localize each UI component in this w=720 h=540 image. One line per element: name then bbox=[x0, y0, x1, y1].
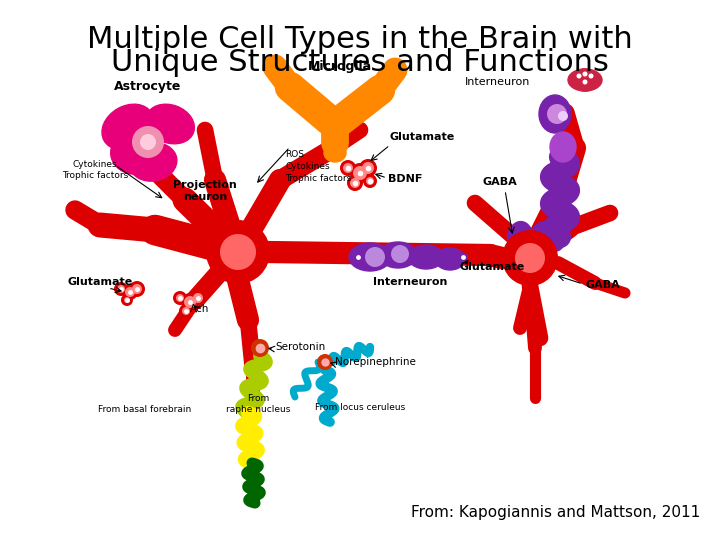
Circle shape bbox=[176, 294, 184, 302]
Circle shape bbox=[132, 284, 142, 294]
Circle shape bbox=[220, 234, 256, 270]
Text: Microglia: Microglia bbox=[308, 60, 372, 73]
Ellipse shape bbox=[349, 243, 391, 271]
Circle shape bbox=[347, 175, 363, 191]
Text: Glutamate: Glutamate bbox=[68, 277, 132, 287]
Circle shape bbox=[122, 284, 138, 300]
Text: Interneuron: Interneuron bbox=[465, 77, 531, 87]
Text: GABA: GABA bbox=[585, 280, 620, 290]
Circle shape bbox=[181, 293, 199, 311]
Circle shape bbox=[190, 290, 206, 306]
Circle shape bbox=[391, 245, 409, 263]
Text: Ach: Ach bbox=[190, 304, 210, 314]
Text: From: Kapogiannis and Mattson, 2011: From: Kapogiannis and Mattson, 2011 bbox=[410, 505, 700, 520]
Text: Norepinephrine: Norepinephrine bbox=[335, 357, 416, 367]
Text: Glutamate: Glutamate bbox=[460, 262, 526, 272]
Circle shape bbox=[573, 68, 597, 92]
Circle shape bbox=[317, 354, 333, 370]
Circle shape bbox=[502, 230, 558, 286]
Text: Unique Structures and Functions: Unique Structures and Functions bbox=[111, 48, 609, 77]
Text: BDNF: BDNF bbox=[388, 174, 423, 184]
Text: Glutamate: Glutamate bbox=[390, 132, 455, 142]
Circle shape bbox=[582, 71, 588, 77]
Text: Serotonin: Serotonin bbox=[275, 342, 325, 352]
Circle shape bbox=[365, 247, 385, 267]
Circle shape bbox=[577, 73, 582, 78]
Ellipse shape bbox=[324, 144, 346, 162]
Text: From
raphe nucleus: From raphe nucleus bbox=[226, 394, 290, 414]
Circle shape bbox=[515, 243, 545, 273]
Circle shape bbox=[124, 297, 130, 303]
Circle shape bbox=[173, 291, 187, 305]
Ellipse shape bbox=[379, 242, 417, 268]
Circle shape bbox=[114, 282, 128, 296]
Ellipse shape bbox=[102, 104, 154, 150]
Text: Projection
neuron: Projection neuron bbox=[173, 180, 237, 202]
Circle shape bbox=[366, 177, 374, 185]
Ellipse shape bbox=[435, 248, 465, 270]
Circle shape bbox=[125, 287, 135, 297]
Ellipse shape bbox=[550, 132, 576, 162]
Text: Astrocyte: Astrocyte bbox=[114, 80, 181, 93]
Circle shape bbox=[132, 126, 164, 158]
Circle shape bbox=[343, 163, 353, 173]
Ellipse shape bbox=[111, 134, 156, 174]
Ellipse shape bbox=[129, 143, 177, 181]
Circle shape bbox=[193, 293, 203, 303]
Circle shape bbox=[117, 285, 125, 293]
Text: GABA: GABA bbox=[482, 177, 518, 187]
Circle shape bbox=[182, 307, 190, 315]
Circle shape bbox=[206, 220, 270, 284]
Text: Cytokines
Trophic factors: Cytokines Trophic factors bbox=[62, 160, 128, 180]
Circle shape bbox=[340, 160, 356, 176]
Circle shape bbox=[251, 339, 269, 357]
Ellipse shape bbox=[568, 69, 602, 91]
Circle shape bbox=[558, 111, 568, 121]
Circle shape bbox=[179, 304, 193, 318]
Text: From basal forebrain: From basal forebrain bbox=[99, 405, 192, 414]
Circle shape bbox=[350, 163, 370, 183]
Ellipse shape bbox=[145, 104, 194, 144]
Circle shape bbox=[353, 166, 367, 180]
Circle shape bbox=[140, 134, 156, 150]
Circle shape bbox=[359, 159, 377, 177]
Circle shape bbox=[363, 174, 377, 188]
Text: Interneuron: Interneuron bbox=[373, 277, 447, 287]
Circle shape bbox=[547, 104, 567, 124]
Circle shape bbox=[588, 73, 593, 78]
Ellipse shape bbox=[408, 245, 444, 269]
Text: From locus ceruleus: From locus ceruleus bbox=[315, 403, 405, 412]
Text: ROS
Cytokines
Trophic factors: ROS Cytokines Trophic factors bbox=[285, 150, 351, 183]
Text: Multiple Cell Types in the Brain with: Multiple Cell Types in the Brain with bbox=[87, 25, 633, 54]
Circle shape bbox=[129, 281, 145, 297]
Circle shape bbox=[362, 162, 374, 174]
Circle shape bbox=[582, 79, 588, 84]
Ellipse shape bbox=[321, 114, 349, 136]
Ellipse shape bbox=[539, 95, 571, 133]
Circle shape bbox=[121, 294, 133, 306]
Circle shape bbox=[184, 296, 196, 308]
Circle shape bbox=[350, 178, 360, 188]
